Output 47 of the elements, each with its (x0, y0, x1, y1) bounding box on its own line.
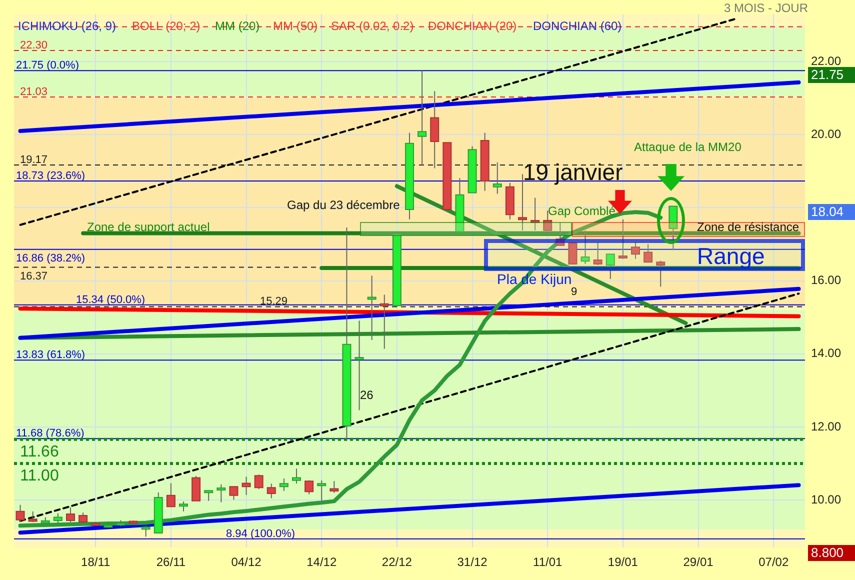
annotation: SAR (0.02, 0.2) (331, 19, 414, 34)
annotation: DONCHIAN (20) (428, 19, 517, 34)
text: 8.800 (808, 545, 855, 561)
x-tick-label: 22/12 (382, 555, 412, 570)
text: 18.04 (808, 204, 855, 220)
annotation: Zone de support actuel (87, 220, 210, 234)
annotation: 19 janvier (523, 159, 623, 186)
annotation: 3 MOIS - JOUR (724, 1, 808, 16)
ref-line-label: 11.66 (20, 443, 59, 460)
x-tick-label: 11/01 (533, 555, 563, 570)
x-tick-label: 31/12 (457, 555, 488, 570)
ref-line-label: 11.68 (78.6%) (16, 428, 84, 440)
x-tick-label: 19/01 (608, 555, 638, 570)
ref-line-label: 18.73 (23.6%) (16, 170, 86, 182)
annotation: ICHIMOKU (26, 9) (18, 19, 116, 34)
annotation: Gap Comblé (548, 204, 616, 218)
ref-line-label: 8.94 (100.0%) (226, 528, 296, 540)
y-tick-label: 16.00 (811, 273, 842, 288)
x-tick-label: 14/12 (306, 555, 337, 570)
y-tick-label: 20.00 (811, 126, 842, 141)
x-tick-label: 18/11 (81, 555, 111, 570)
ref-line-label: 16.37 (20, 270, 48, 282)
x-tick-label: 26/11 (156, 555, 186, 570)
x-tick-label: 04/12 (231, 555, 262, 570)
annotation: BOLL (20; 2) (132, 19, 200, 34)
annotation: Range (697, 243, 765, 270)
x-tick-label: 07/02 (758, 555, 789, 570)
y-tick-label: 22.00 (811, 54, 842, 68)
ref-line-label: 21.03 (20, 86, 48, 98)
ref-line-label: 13.83 (61.8%) (16, 349, 86, 362)
annotation: 9 (571, 286, 578, 298)
annotation: MM (50) (273, 19, 318, 34)
ref-line-label: 22.30 (20, 40, 48, 52)
ref-line-label: 19.17 (20, 154, 48, 166)
y-tick-label: 10.00 (811, 492, 842, 506)
ref-line-label: 16.86 (38.2%) (16, 252, 86, 264)
text: 21.75 (808, 67, 855, 83)
annotation: Gap du 23 décembre (287, 198, 400, 212)
y-tick-label: 14.00 (811, 346, 842, 360)
annotation: Zone de résistance (697, 220, 800, 234)
annotation: Attaque de la MM20 (634, 140, 742, 154)
x-tick-label: 29/01 (683, 555, 714, 570)
y-tick-label: 12.00 (811, 419, 842, 434)
ref-line-label: 21.75 (0.0%) (16, 60, 79, 72)
ref-line-label: 15.34 (50.0%) (76, 294, 146, 306)
ref-line-label: 11.00 (20, 468, 59, 485)
annotation: 26 (360, 388, 374, 402)
